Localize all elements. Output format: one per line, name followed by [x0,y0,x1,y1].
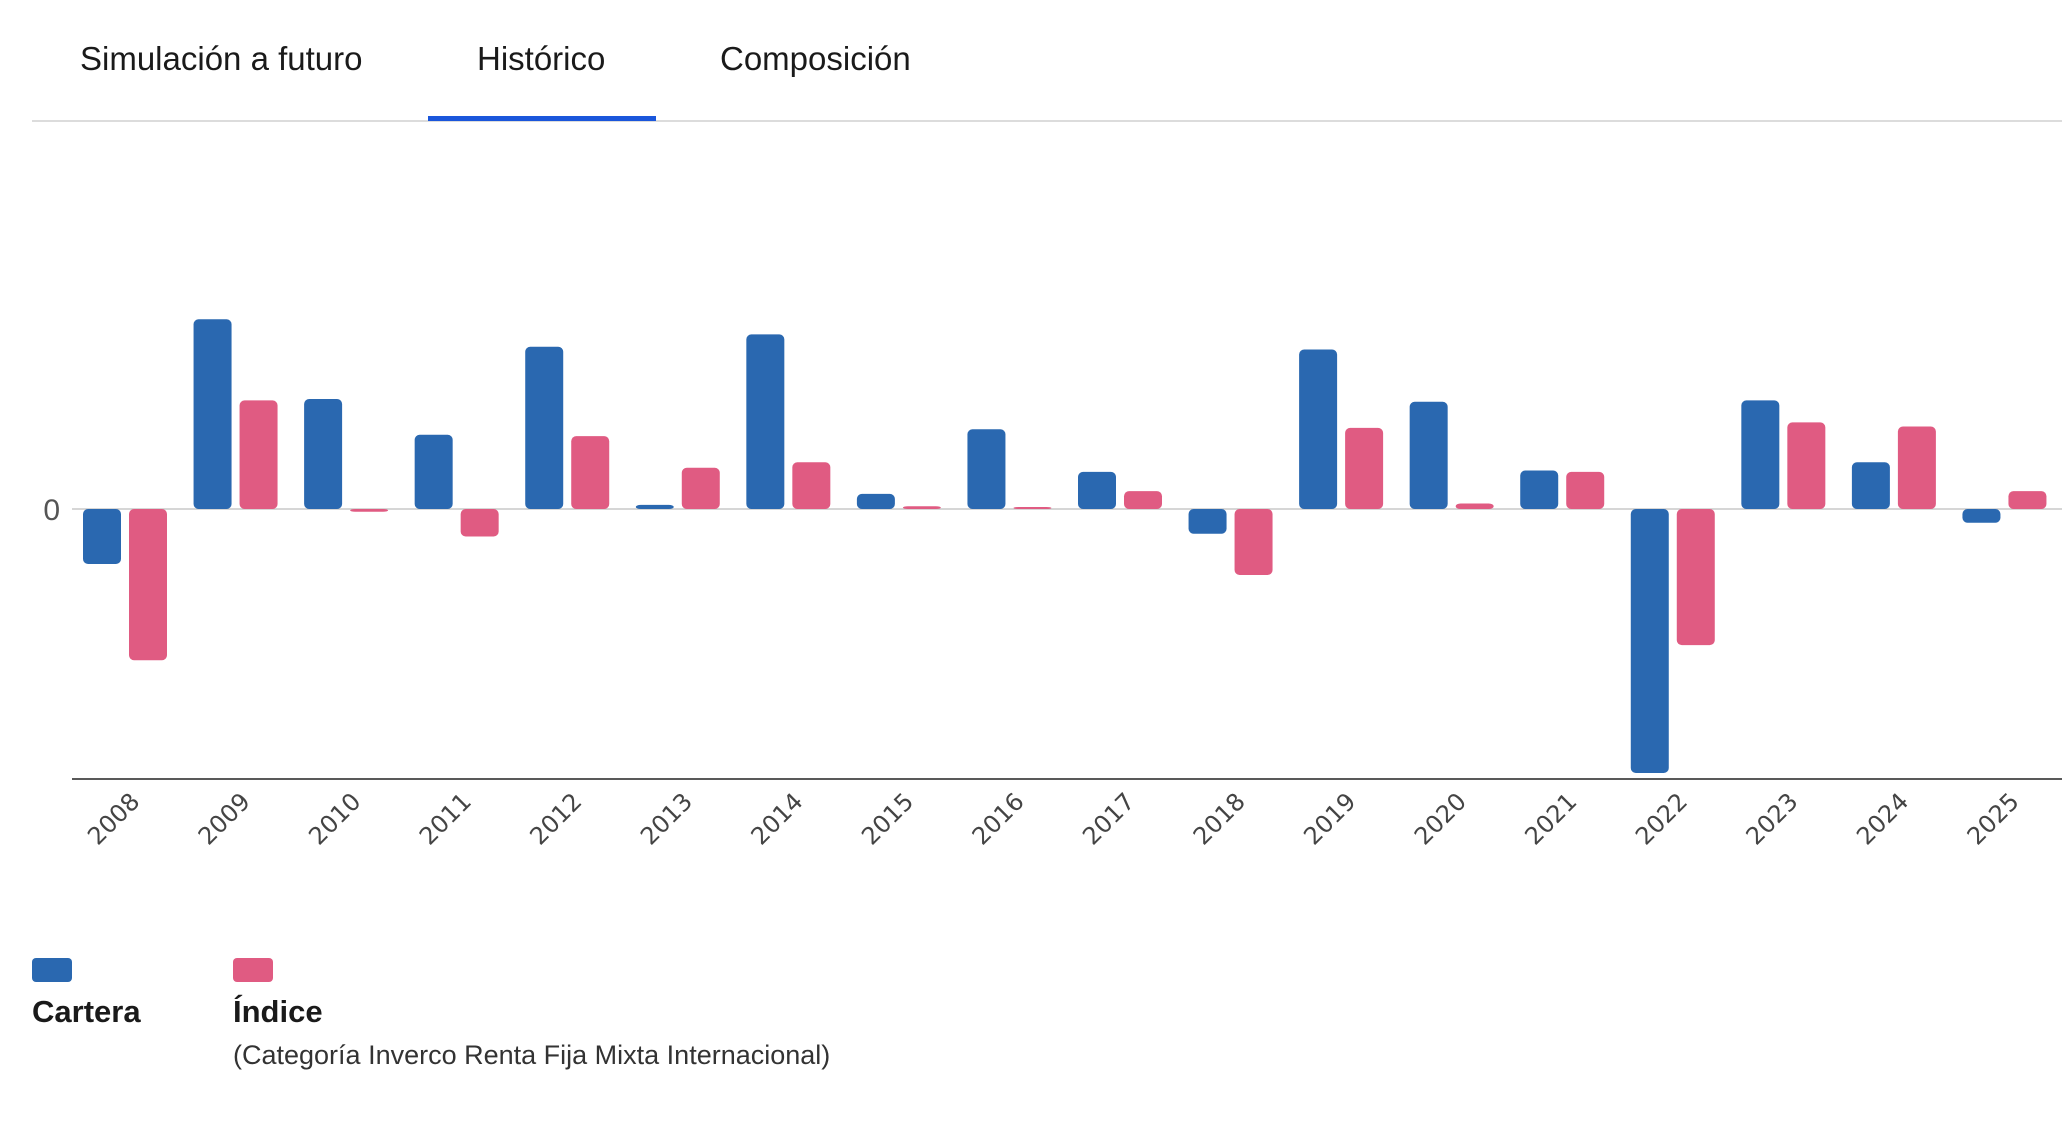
x-tick-label: 2020 [1409,787,1472,850]
bar-cartera-2011[interactable] [414,434,453,509]
x-tick-label: 2024 [1851,787,1914,850]
x-tick-label: 2021 [1519,787,1582,850]
legend-swatch-cartera [32,958,72,982]
tab-historico[interactable]: Histórico [477,40,606,77]
bar-cartera-2024[interactable] [1851,462,1890,509]
bar-índice-2018[interactable] [1234,509,1273,575]
legend-swatch-indice [233,958,273,982]
y-tick-label: 0 [43,494,60,527]
bar-índice-2021[interactable] [1566,471,1605,509]
bar-cartera-2010[interactable] [304,399,343,509]
bar-cartera-2017[interactable] [1078,471,1116,509]
x-tick-label: 2015 [856,787,919,850]
bar-cartera-2021[interactable] [1520,470,1559,510]
active-tab-indicator [428,116,656,121]
bar-índice-2024[interactable] [1897,426,1936,510]
chart-area: 0 2008 2009 2010 2011 2012 2013 2014 2015 2016 201… [0,130,2068,910]
x-tick-label: 2016 [967,787,1030,850]
bar-índice-2023[interactable] [1787,422,1826,509]
bar-índice-2010[interactable] [350,509,389,512]
tab-bar: Simulación a futuro Histórico Composició… [32,0,2062,122]
bar-cartera-2009[interactable] [193,319,232,509]
tab-simulacion-a-futuro[interactable]: Simulación a futuro [80,40,363,77]
bar-cartera-2023[interactable] [1741,400,1780,509]
bar-índice-2014[interactable] [792,462,831,509]
x-tick-label: 2022 [1630,787,1693,850]
bar-índice-2016[interactable] [1013,507,1052,509]
x-tick-label: 2013 [635,787,698,850]
bar-cartera-2025[interactable] [1962,509,2001,523]
bar-cartera-2019[interactable] [1299,349,1338,510]
legend-item-cartera: Cartera [32,958,141,1030]
bar-índice-2012[interactable] [571,436,610,509]
bar-índice-2013[interactable] [681,467,720,509]
bar-índice-2017[interactable] [1124,491,1162,509]
bar-índice-2011[interactable] [460,509,499,537]
bar-cartera-2013[interactable] [635,504,674,509]
x-tick-label: 2023 [1741,787,1804,850]
x-tick-label: 2019 [1298,787,1361,850]
x-tick-label: 2008 [82,787,145,850]
bar-índice-2008[interactable] [129,509,167,661]
x-tick-label: 2025 [1962,787,2025,850]
bar-cartera-2018[interactable] [1188,509,1227,534]
tab-composicion[interactable]: Composición [720,40,911,77]
bar-cartera-2008[interactable] [83,509,121,564]
legend-label-indice: Índice [233,994,323,1029]
legend-item-indice: Índice (Categoría Inverco Renta Fija Mix… [233,958,830,1071]
legend-label-cartera: Cartera [32,994,141,1029]
bar-cartera-2020[interactable] [1409,401,1448,509]
bar-índice-2009[interactable] [239,400,278,509]
bar-índice-2019[interactable] [1345,427,1384,509]
bar-índice-2020[interactable] [1455,503,1494,510]
bar-índice-2015[interactable] [902,506,941,509]
bar-cartera-2015[interactable] [856,493,895,509]
legend: Cartera Índice (Categoría Inverco Renta … [0,958,2068,1108]
bar-índice-2022[interactable] [1676,509,1715,646]
x-tick-label: 2012 [524,787,587,850]
x-tick-label: 2017 [1077,787,1140,850]
x-tick-label: 2018 [1188,787,1251,850]
bar-cartera-2016[interactable] [967,429,1006,509]
legend-subtitle-indice: (Categoría Inverco Renta Fija Mixta Inte… [233,1040,831,1070]
bar-chart: 0 2008 2009 2010 2011 2012 2013 2014 2015 2016 201… [43,319,2062,850]
bar-índice-2025[interactable] [2008,491,2047,509]
bar-cartera-2012[interactable] [525,346,564,509]
x-tick-label: 2009 [193,787,256,850]
x-tick-label: 2014 [746,787,809,850]
x-tick-label: 2011 [414,787,477,850]
bar-cartera-2014[interactable] [746,334,785,509]
bar-cartera-2022[interactable] [1630,509,1669,773]
x-tick-label: 2010 [303,787,366,850]
